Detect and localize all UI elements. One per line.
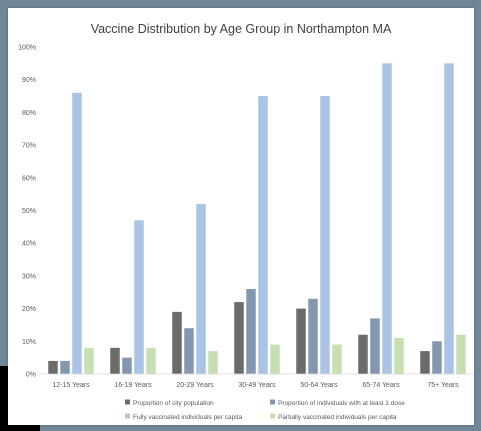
bar bbox=[48, 360, 58, 374]
bar bbox=[246, 288, 256, 374]
x-tick-label: 65-74 Years bbox=[362, 382, 400, 389]
y-tick-label: 90% bbox=[22, 77, 36, 84]
legend-label: Proportion of city population bbox=[133, 400, 214, 407]
bar bbox=[84, 347, 94, 374]
y-tick-label: 50% bbox=[22, 208, 36, 215]
legend: Proportion of city population Proportion … bbox=[125, 399, 405, 421]
bar bbox=[296, 308, 306, 374]
bar bbox=[60, 360, 70, 374]
legend-swatch bbox=[270, 399, 275, 405]
bar bbox=[332, 344, 342, 374]
legend-label: Partially vaccinated individuals per cap… bbox=[278, 414, 397, 421]
y-tick-label: 0% bbox=[26, 372, 36, 379]
x-tick-label: 30-49 Years bbox=[238, 382, 276, 389]
bar bbox=[122, 357, 132, 374]
bar bbox=[444, 63, 454, 374]
legend-label: Fully vaccinated individuals per capita bbox=[133, 414, 242, 421]
chart-title: Vaccine Distribution by Age Group in Nor… bbox=[91, 22, 392, 36]
bar bbox=[308, 298, 318, 374]
legend-swatch bbox=[125, 413, 130, 419]
bar bbox=[172, 311, 182, 374]
bar bbox=[270, 344, 280, 374]
bar bbox=[456, 334, 466, 374]
bar bbox=[358, 334, 368, 374]
y-tick-label: 20% bbox=[22, 306, 36, 313]
x-axis: 12-15 Years 16-19 Years 20-29 Years 30-49 Y… bbox=[52, 382, 459, 389]
bar bbox=[258, 96, 268, 375]
x-tick-label: 16-19 Years bbox=[114, 382, 152, 389]
x-tick-label: 50-64 Years bbox=[300, 382, 338, 389]
bar bbox=[184, 328, 194, 374]
bar bbox=[196, 203, 206, 374]
y-axis: 0% 10% 20% 30% 40% 50% 60% 70% 80% 90% 100% bbox=[18, 45, 36, 379]
y-tick-label: 40% bbox=[22, 241, 36, 248]
bar bbox=[234, 302, 244, 374]
x-tick-label: 12-15 Years bbox=[52, 382, 90, 389]
y-tick-label: 70% bbox=[22, 143, 36, 150]
bar-chart: Vaccine Distribution by Age Group in Nor… bbox=[18, 22, 474, 421]
chart-panel: Vaccine Distribution by Age Group in Nor… bbox=[8, 8, 474, 425]
y-tick-label: 30% bbox=[22, 273, 36, 280]
bar bbox=[382, 63, 392, 374]
y-tick-label: 60% bbox=[22, 175, 36, 182]
bars bbox=[48, 63, 466, 375]
bar bbox=[146, 347, 156, 374]
y-tick-label: 100% bbox=[18, 45, 36, 52]
bar bbox=[134, 220, 144, 374]
bar bbox=[370, 318, 380, 374]
y-tick-label: 80% bbox=[22, 110, 36, 117]
bar bbox=[320, 96, 330, 375]
legend-swatch bbox=[125, 399, 130, 405]
bar bbox=[420, 351, 430, 374]
bar bbox=[110, 347, 120, 374]
x-tick-label: 75+ Years bbox=[427, 382, 459, 389]
bar bbox=[208, 351, 218, 374]
bar bbox=[72, 92, 82, 374]
y-tick-label: 10% bbox=[22, 339, 36, 346]
legend-swatch bbox=[270, 413, 275, 419]
x-tick-label: 20-29 Years bbox=[176, 382, 214, 389]
bar bbox=[432, 341, 442, 374]
legend-label: Proportion of individuals with at least … bbox=[278, 400, 405, 407]
bar bbox=[394, 338, 404, 374]
